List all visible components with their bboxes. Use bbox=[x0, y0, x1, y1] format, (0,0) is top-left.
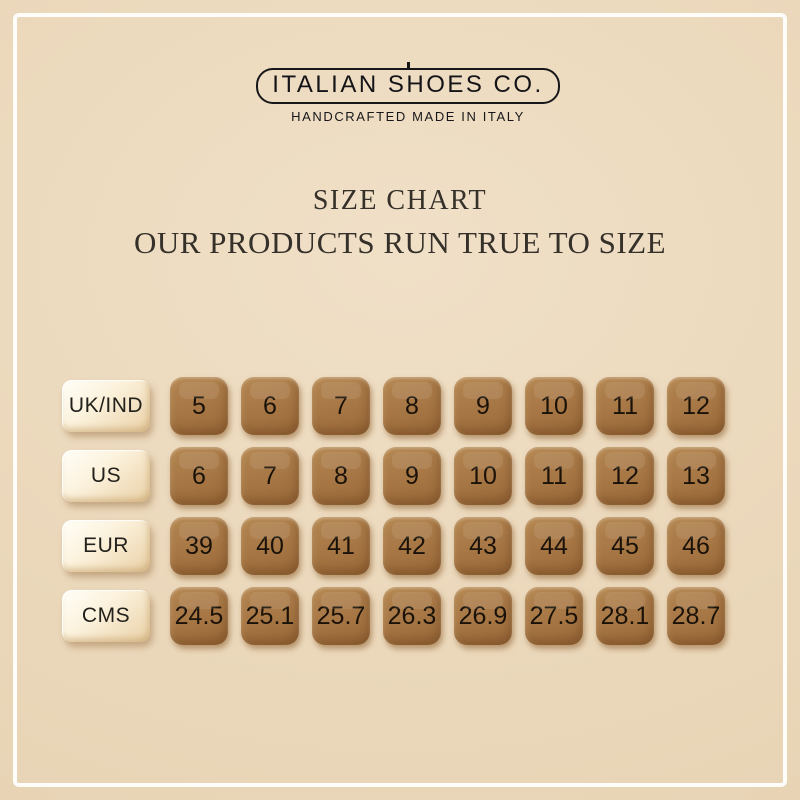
size-cell: 7 bbox=[241, 447, 299, 505]
size-cell: 12 bbox=[596, 447, 654, 505]
table-row: UK/IND 5 6 7 8 9 10 11 12 bbox=[62, 377, 738, 435]
table-row: US 6 7 8 9 10 11 12 13 bbox=[62, 447, 738, 505]
size-cell: 27.5 bbox=[525, 587, 583, 645]
size-cell: 7 bbox=[312, 377, 370, 435]
size-cell: 26.3 bbox=[383, 587, 441, 645]
size-cell: 43 bbox=[454, 517, 512, 575]
page-title: SIZE CHART bbox=[312, 185, 488, 216]
size-cell: 28.7 bbox=[667, 587, 725, 645]
size-cell: 25.1 bbox=[241, 587, 299, 645]
brand-tagline: HANDCRAFTED MADE IN ITALY bbox=[291, 109, 525, 124]
row-label-chip: US bbox=[62, 450, 150, 502]
size-cell: 6 bbox=[241, 377, 299, 435]
size-cell: 24.5 bbox=[170, 587, 228, 645]
row-label-chip: EUR bbox=[62, 520, 150, 572]
size-cell: 9 bbox=[383, 447, 441, 505]
size-cell: 12 bbox=[667, 377, 725, 435]
size-cell: 9 bbox=[454, 377, 512, 435]
size-cell: 11 bbox=[525, 447, 583, 505]
size-cell: 13 bbox=[667, 447, 725, 505]
size-cell: 26.9 bbox=[454, 587, 512, 645]
size-cell: 44 bbox=[525, 517, 583, 575]
logo-tick-mark bbox=[406, 62, 410, 70]
table-row: CMS 24.5 25.1 25.7 26.3 26.9 27.5 28.1 28.7 bbox=[62, 587, 738, 645]
size-cell: 10 bbox=[525, 377, 583, 435]
size-cell: 28.1 bbox=[596, 587, 654, 645]
brand-name: ITALIAN SHOES CO. bbox=[272, 71, 544, 98]
row-label-chip: UK/IND bbox=[62, 380, 150, 432]
size-cell: 8 bbox=[383, 377, 441, 435]
size-cell: 40 bbox=[241, 517, 299, 575]
size-cell: 8 bbox=[312, 447, 370, 505]
size-cell: 10 bbox=[454, 447, 512, 505]
brand-logo-box: ITALIAN SHOES CO. bbox=[256, 68, 560, 104]
size-cell: 5 bbox=[170, 377, 228, 435]
size-cell: 39 bbox=[170, 517, 228, 575]
brand-logo: ITALIAN SHOES CO. HANDCRAFTED MADE IN IT… bbox=[8, 62, 800, 124]
size-cell: 41 bbox=[312, 517, 370, 575]
row-label-chip: CMS bbox=[62, 590, 150, 642]
size-cell: 25.7 bbox=[312, 587, 370, 645]
size-cell: 45 bbox=[596, 517, 654, 575]
size-cell: 42 bbox=[383, 517, 441, 575]
page-subtitle: OUR PRODUCTS RUN TRUE TO SIZE bbox=[133, 225, 667, 260]
size-cell: 46 bbox=[667, 517, 725, 575]
size-cell: 6 bbox=[170, 447, 228, 505]
size-cell: 11 bbox=[596, 377, 654, 435]
size-table: UK/IND 5 6 7 8 9 10 11 12 US 6 7 8 9 10 11 12 13 EUR 39 40 41… bbox=[62, 377, 738, 657]
table-row: EUR 39 40 41 42 43 44 45 46 bbox=[62, 517, 738, 575]
